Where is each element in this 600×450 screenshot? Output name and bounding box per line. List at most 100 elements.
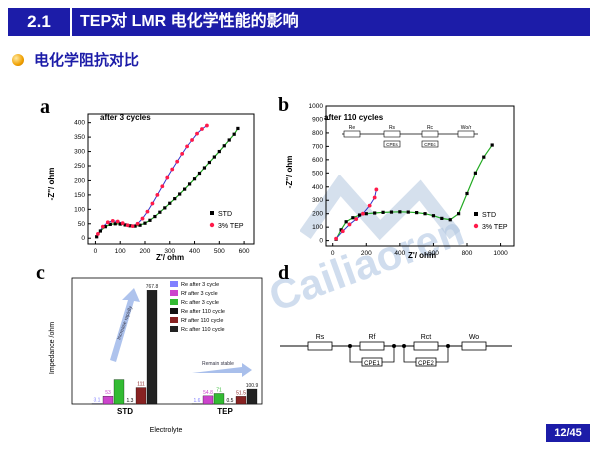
std-point [357, 213, 362, 217]
panel-label-d: d [278, 262, 290, 284]
bar-TEP-1 [202, 395, 214, 405]
legend-tep-label: 3% TEP [218, 223, 244, 230]
watermark-logo-icon [299, 173, 461, 245]
std-point [415, 211, 419, 215]
x-tick-label: 0 [331, 250, 335, 257]
std-point [197, 171, 202, 176]
y-tick-label: 50 [78, 221, 86, 228]
inset-resistor-label: Rs [389, 125, 396, 131]
std-fit-line [335, 144, 493, 240]
inset-resistor [343, 130, 361, 138]
tep-point [145, 209, 150, 214]
tep-point [340, 229, 345, 234]
std-point [423, 212, 427, 216]
std-point [168, 201, 172, 205]
legend-swatch [170, 308, 178, 314]
plot-frame [71, 277, 263, 405]
legend-tep-label: 3% TEP [482, 224, 508, 231]
std-point [148, 218, 152, 222]
std-point [123, 223, 127, 227]
std-point [227, 138, 231, 142]
tep-point [372, 195, 377, 200]
std-point [398, 210, 402, 214]
tep-point [150, 201, 155, 206]
bar-TEP-2 [213, 393, 225, 405]
legend-label: Re after 110 cycle [181, 309, 225, 315]
inset-resistor [383, 130, 401, 138]
impedance-chart-b: after 110 cycles -Z''/ ohm Z'/ ohm 0 200 4… [285, 103, 515, 260]
section-number: 2.1 [8, 8, 70, 36]
std-point [490, 143, 494, 147]
bullet-icon [12, 54, 24, 66]
resistor-Rs [307, 341, 333, 351]
tep-point [115, 219, 120, 224]
chart-c-ylabel: Impedance /ohm [49, 322, 56, 374]
y-tick-label: 150 [74, 192, 85, 199]
resistor-label: Wo [469, 334, 479, 341]
tep-point [105, 220, 110, 225]
std-point [178, 192, 182, 196]
legend-swatch [170, 281, 178, 287]
page-indicator: 12/45 [546, 424, 590, 442]
inset-cpe-label: CPEc [424, 142, 436, 147]
legend-swatch [170, 326, 178, 332]
inset-resistor-label: Re [349, 125, 356, 131]
increase-arrow-icon [110, 288, 140, 362]
x-tick-label: 800 [462, 250, 473, 257]
stable-arrow-icon [192, 363, 252, 377]
tep-point [130, 224, 135, 228]
std-point [473, 171, 477, 175]
cpe-label: CPE2 [418, 361, 434, 367]
y-tick-label: 100 [312, 224, 323, 231]
y-tick-label: 200 [312, 211, 323, 218]
std-point [202, 166, 207, 170]
legend-tep-marker [209, 222, 215, 228]
y-tick-label: 200 [74, 177, 85, 184]
std-point [173, 197, 177, 201]
slide-subtitle: 电化学阻抗对比 [34, 52, 140, 69]
tep-point [175, 159, 180, 164]
std-point [192, 177, 197, 181]
x-tick-label: 100 [115, 248, 126, 255]
tep-point [334, 236, 338, 241]
x-tick-label: 300 [164, 248, 175, 255]
resistor-Rct [413, 341, 439, 351]
std-point [217, 149, 221, 154]
std-point [344, 220, 348, 224]
tep-point [205, 123, 209, 128]
y-tick-label: 0 [81, 235, 85, 242]
tep-point [96, 231, 100, 236]
plot-frame [325, 105, 515, 247]
std-point [113, 222, 117, 226]
tep-point [374, 187, 379, 192]
x-tick-label: 400 [189, 248, 200, 255]
tep-point [135, 221, 140, 226]
y-tick-label: 100 [74, 206, 85, 213]
circuit-node [446, 344, 450, 348]
x-tick-label: 600 [239, 248, 250, 255]
std-point [98, 229, 102, 233]
std-point [118, 222, 122, 226]
std-point [138, 223, 142, 227]
y-tick-label: 1000 [309, 103, 324, 110]
y-tick-label: 350 [74, 134, 85, 141]
slide-title: TEP对 LMR 电化学性能的影响 [72, 8, 590, 36]
std-point [133, 224, 137, 228]
tep-point [361, 211, 365, 216]
std-point [153, 214, 157, 219]
x-tick-label: 0 [94, 248, 98, 255]
bar-data-label: 54.8 [203, 390, 213, 396]
inset-cpe-label: CPEs [386, 142, 398, 147]
std-point [431, 214, 436, 218]
bar-data-label: 53 [105, 390, 111, 396]
bar-data-label: 71 [216, 387, 222, 393]
stable-arrow-label: Remain stable [202, 361, 234, 367]
tep-point [200, 127, 204, 131]
y-tick-label: 800 [312, 130, 323, 137]
tep-point [155, 192, 160, 197]
legend-std-label: STD [218, 211, 232, 218]
resistor-Wo [461, 341, 487, 351]
chart-a-ylabel: -Z''/ ohm [47, 168, 56, 201]
tep-point [100, 224, 105, 229]
chart-c-xlabel: Electrolyte [150, 427, 183, 434]
